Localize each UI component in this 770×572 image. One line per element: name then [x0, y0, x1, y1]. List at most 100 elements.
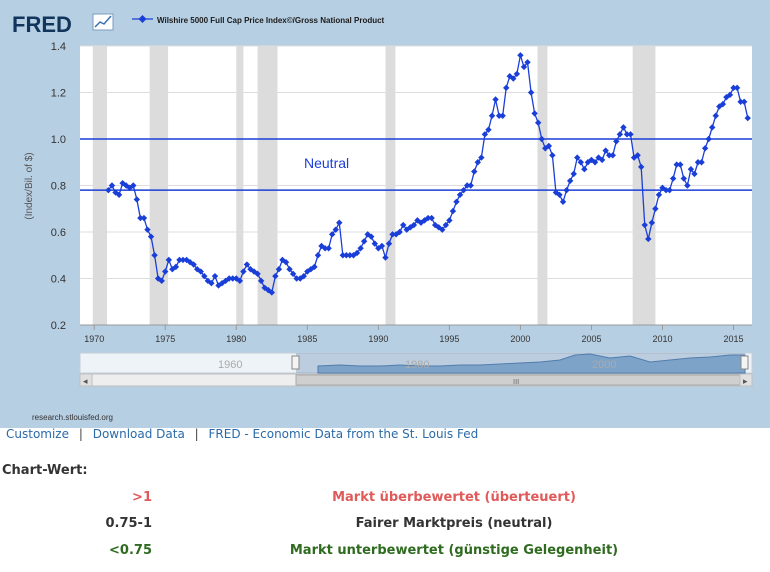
fred-chart-svg: FRED Wilshire 5000 Full Cap Price Index©… [0, 0, 770, 428]
data-point [733, 84, 741, 92]
data-point [737, 98, 744, 105]
scroll-left-button[interactable] [79, 373, 93, 387]
y-tick-label: 1.2 [51, 88, 66, 100]
data-point [428, 214, 435, 222]
data-point [414, 217, 421, 224]
x-tick-label: 1995 [439, 334, 459, 344]
x-axis-ticks: 1970 1975 1980 1985 1990 1995 2000 2005 2010 2015 [84, 325, 744, 344]
source-text: research.stlouisfed.org [32, 413, 113, 422]
data-point [449, 207, 457, 215]
data-point [481, 131, 489, 138]
data-point [620, 124, 627, 131]
data-point [591, 159, 599, 166]
customize-link[interactable]: Customize [6, 427, 69, 441]
download-data-link[interactable]: Download Data [92, 427, 185, 441]
data-point [723, 93, 730, 101]
range-label: >1 [132, 490, 152, 505]
legend: Wilshire 5000 Full Cap Price Index©/Gros… [132, 15, 385, 25]
data-point [275, 266, 283, 273]
data-point [289, 270, 297, 278]
scroll-right-button[interactable] [739, 373, 753, 387]
data-point [598, 156, 606, 164]
data-point [680, 175, 688, 182]
data-point [556, 191, 563, 198]
data-point [190, 261, 197, 268]
data-point [648, 219, 656, 226]
data-point [332, 226, 339, 233]
range-description: Markt unterbewertet (günstige Gelegenhei… [289, 543, 619, 558]
data-point [634, 152, 641, 159]
y-axis-label: (Index/Bil. of $) [24, 152, 35, 219]
data-point [343, 252, 350, 259]
data-point [712, 112, 719, 119]
data-point [627, 131, 634, 138]
data-point [282, 259, 290, 266]
data-point [272, 272, 279, 280]
data-point [641, 221, 648, 229]
data-point [510, 75, 517, 82]
data-point [268, 289, 275, 296]
y-tick-label: 1.0 [51, 134, 66, 146]
data-point [293, 275, 300, 282]
data-point [389, 231, 396, 238]
data-point [655, 191, 663, 198]
data-point [474, 159, 482, 166]
data-point [453, 198, 460, 205]
data-point [581, 166, 588, 173]
data-point [225, 275, 233, 282]
data-point [236, 277, 244, 285]
data-point [694, 159, 702, 166]
data-point [566, 177, 574, 185]
y-tick-label: 0.8 [51, 181, 66, 193]
data-point [385, 240, 393, 247]
data-point [229, 275, 236, 282]
data-point [151, 252, 158, 259]
data-point [570, 170, 577, 178]
navigator-selection[interactable] [296, 353, 745, 373]
x-tick-label: 1975 [155, 334, 175, 344]
data-point [137, 214, 144, 222]
data-point [179, 256, 187, 264]
fred-logo: FRED [12, 12, 72, 37]
fred-home-link[interactable]: FRED - Economic Data from the St. Louis … [208, 427, 479, 441]
data-point [637, 163, 645, 171]
data-point [701, 145, 709, 152]
data-point [122, 182, 130, 189]
data-point [197, 268, 204, 275]
data-point [673, 161, 680, 168]
x-tick-label: 1990 [368, 334, 388, 344]
x-tick-label: 1970 [84, 334, 104, 344]
data-point [662, 186, 670, 194]
data-point [215, 282, 222, 289]
data-point [471, 168, 478, 175]
data-point [744, 114, 751, 122]
data-point [645, 235, 652, 243]
navigator[interactable]: 1960 1980 2000 [79, 352, 753, 374]
navigator-right-handle[interactable] [740, 355, 749, 370]
y-tick-label: 1.4 [51, 41, 66, 53]
x-tick-label: 1985 [297, 334, 317, 344]
chart-value-row-overvalued: >1 Markt überbewertet (überteuert) [0, 490, 770, 512]
neutral-label: Neutral [304, 155, 349, 171]
data-point [130, 182, 137, 189]
data-point [574, 154, 581, 161]
scrollbar[interactable]: ◂ III ▸ [79, 373, 753, 387]
data-point [172, 263, 180, 271]
navigator-left-handle[interactable] [291, 355, 300, 370]
data-point [549, 152, 556, 159]
data-point [257, 277, 265, 285]
navigator-label-1960: 1960 [218, 359, 242, 371]
data-point [616, 131, 624, 138]
data-point [577, 159, 585, 166]
data-point [328, 231, 336, 238]
data-point [485, 126, 492, 133]
data-point [467, 182, 474, 189]
data-point [687, 166, 695, 173]
data-point [311, 263, 318, 271]
y-tick-label: 0.6 [51, 227, 66, 239]
data-point [613, 138, 620, 145]
data-point [730, 84, 737, 92]
link-separator: | [194, 427, 199, 441]
data-point [144, 226, 151, 233]
data-point [300, 272, 307, 280]
